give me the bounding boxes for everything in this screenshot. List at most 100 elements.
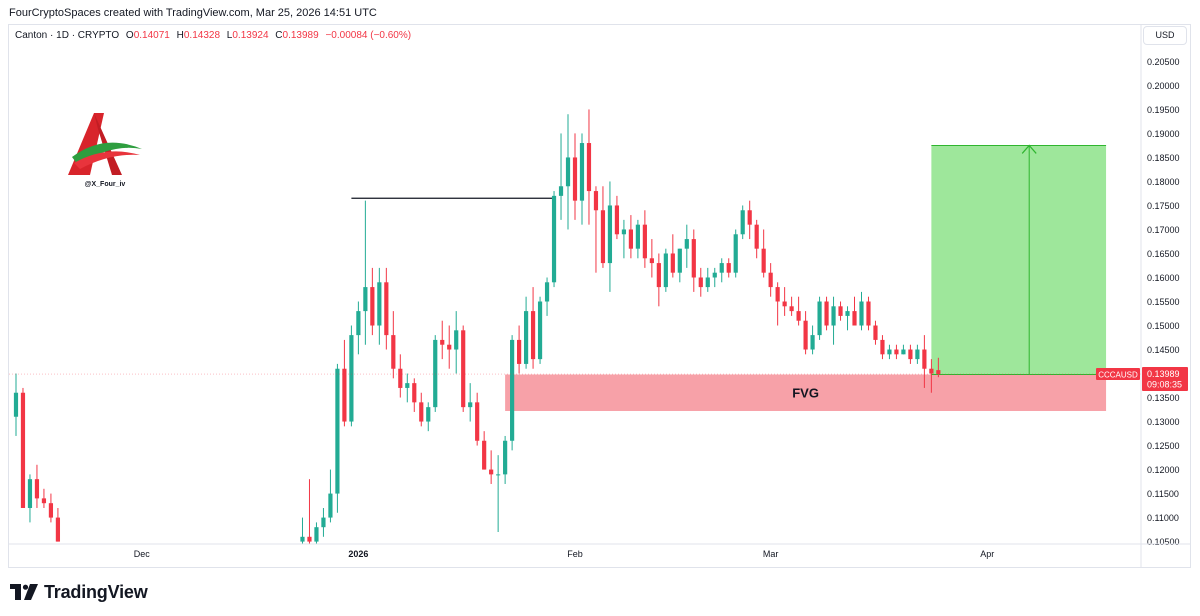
candle[interactable] — [356, 301, 361, 355]
candle[interactable] — [342, 339, 347, 427]
candle[interactable] — [27, 474, 33, 523]
target-zone[interactable] — [931, 145, 1107, 375]
candle[interactable] — [34, 464, 40, 508]
candle[interactable] — [929, 359, 934, 393]
candle[interactable] — [475, 392, 480, 446]
candle[interactable] — [775, 282, 780, 326]
candle[interactable] — [391, 311, 396, 379]
candle[interactable] — [845, 306, 850, 331]
candle[interactable] — [398, 354, 403, 398]
candle[interactable] — [600, 186, 606, 268]
candle[interactable] — [20, 387, 26, 508]
fvg-zone[interactable] — [505, 374, 1107, 411]
candle[interactable] — [859, 291, 864, 331]
candle[interactable] — [747, 200, 752, 240]
candle[interactable] — [517, 325, 522, 374]
candle[interactable] — [726, 258, 731, 278]
candle[interactable] — [489, 450, 494, 484]
candle[interactable] — [880, 335, 885, 360]
legend-symbol[interactable]: Canton · 1D · CRYPTO — [15, 30, 120, 41]
candle[interactable] — [782, 287, 787, 316]
candle[interactable] — [300, 517, 305, 547]
candle[interactable] — [824, 296, 829, 331]
tradingview-brand[interactable]: TradingView — [10, 580, 148, 604]
candle[interactable] — [468, 383, 473, 422]
candle[interactable] — [670, 234, 675, 278]
candle[interactable] — [642, 210, 647, 268]
candle[interactable] — [572, 133, 578, 220]
candle[interactable] — [384, 267, 389, 350]
candle[interactable] — [537, 296, 543, 364]
candle[interactable] — [614, 195, 620, 240]
candle[interactable] — [447, 325, 452, 369]
candle[interactable] — [817, 296, 822, 340]
price-tag[interactable] — [1142, 367, 1188, 392]
candle[interactable] — [677, 248, 682, 283]
candle[interactable] — [419, 392, 424, 427]
candle[interactable] — [55, 507, 61, 542]
candle[interactable] — [607, 181, 613, 292]
currency-button[interactable]: USD — [1143, 26, 1187, 45]
candle[interactable] — [426, 402, 431, 432]
candle[interactable] — [761, 229, 766, 278]
candle[interactable] — [349, 325, 354, 427]
candle[interactable] — [565, 114, 571, 230]
candle[interactable] — [412, 378, 417, 412]
candle[interactable] — [593, 186, 599, 273]
candle[interactable] — [915, 344, 920, 364]
candle[interactable] — [551, 191, 557, 288]
candle[interactable] — [831, 296, 836, 345]
candle[interactable] — [789, 296, 794, 316]
candle[interactable] — [510, 335, 515, 451]
candle[interactable] — [894, 344, 899, 360]
candle[interactable] — [433, 335, 438, 412]
candle[interactable] — [901, 344, 906, 355]
candle[interactable] — [544, 277, 550, 316]
candle[interactable] — [558, 133, 564, 220]
candle[interactable] — [454, 311, 459, 374]
candle[interactable] — [705, 267, 710, 292]
candle[interactable] — [663, 248, 668, 292]
candle[interactable] — [922, 335, 927, 388]
candle[interactable] — [635, 219, 640, 259]
candle[interactable] — [684, 224, 689, 268]
candle[interactable] — [908, 344, 913, 364]
candle[interactable] — [496, 455, 501, 532]
candle[interactable] — [503, 435, 508, 484]
candle[interactable] — [656, 253, 661, 307]
candle[interactable] — [796, 296, 801, 326]
candle[interactable] — [328, 469, 333, 523]
candle[interactable] — [698, 267, 703, 297]
candle[interactable] — [838, 301, 843, 321]
candle[interactable] — [768, 263, 773, 297]
candle[interactable] — [649, 239, 654, 278]
candle[interactable] — [523, 296, 529, 369]
ticker-tag[interactable] — [1096, 368, 1140, 381]
candle[interactable] — [461, 325, 466, 412]
candle[interactable] — [579, 133, 585, 225]
candle[interactable] — [621, 219, 627, 259]
candle[interactable] — [810, 325, 815, 355]
candle[interactable] — [530, 287, 536, 369]
candle[interactable] — [740, 205, 745, 240]
candle[interactable] — [873, 320, 878, 345]
candle[interactable] — [377, 267, 382, 345]
candle[interactable] — [586, 109, 592, 225]
candle[interactable] — [733, 229, 738, 278]
candle[interactable] — [803, 311, 808, 355]
candle[interactable] — [887, 344, 892, 360]
candle[interactable] — [628, 215, 633, 259]
candle[interactable] — [13, 373, 19, 436]
candle[interactable] — [482, 431, 487, 470]
candle[interactable] — [321, 507, 326, 537]
candle[interactable] — [754, 219, 759, 259]
candle[interactable] — [335, 363, 340, 513]
candle[interactable] — [691, 229, 696, 292]
candle[interactable] — [852, 296, 857, 326]
candle[interactable] — [936, 357, 941, 378]
candle[interactable] — [48, 493, 54, 523]
candle[interactable] — [363, 200, 368, 345]
candle[interactable] — [440, 320, 445, 360]
candle[interactable] — [866, 296, 871, 331]
